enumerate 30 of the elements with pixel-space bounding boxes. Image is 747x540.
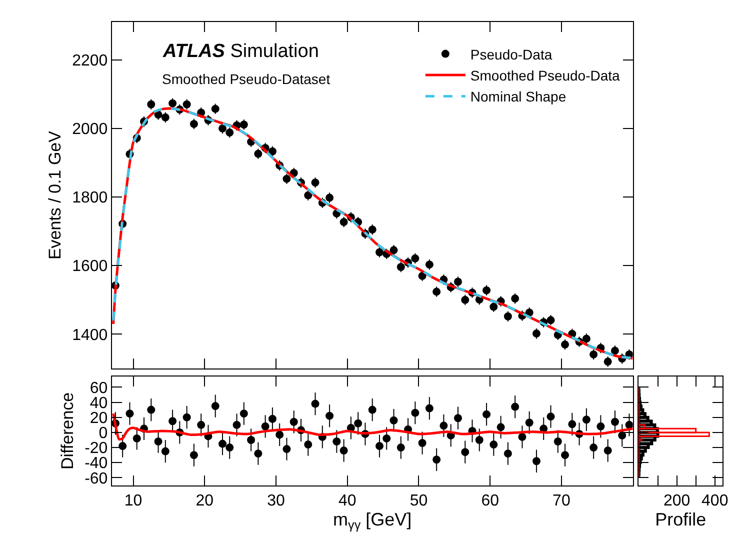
y-tick-label: 1600 — [72, 258, 108, 276]
y-tick-label: 2200 — [72, 52, 108, 70]
y-axis-title: Events / 0.1 GeV — [46, 130, 65, 260]
annotation: Smoothed Pseudo-Dataset — [162, 71, 330, 87]
y-tick-label: 1400 — [72, 326, 108, 344]
x-tick-label: 200 — [663, 492, 690, 510]
x-tick-label: 30 — [267, 492, 286, 510]
y-axis-title: Difference — [58, 392, 78, 470]
x-tick-label: 20 — [196, 492, 214, 510]
x-tick-label: 50 — [410, 492, 428, 510]
x-axis-title: m$_{γγ}$ [GeV] — [333, 509, 412, 532]
x-axis-title: Profile — [655, 509, 706, 530]
x-tick-label: 40 — [338, 492, 356, 510]
x-tick-label: 10 — [124, 492, 142, 510]
x-tick-label: 400 — [702, 492, 728, 510]
y-tick-label: -20 — [84, 440, 108, 458]
y-tick-label: 1800 — [72, 190, 108, 207]
y-tick-label: 0 — [98, 425, 108, 442]
legend-label: Pseudo-Data — [470, 46, 552, 62]
y-tick-label: 2000 — [72, 121, 108, 138]
y-tick-label: -60 — [84, 470, 108, 488]
legend-label: Nominal Shape — [470, 88, 566, 105]
legend-label: Smoothed Pseudo-Data — [470, 67, 620, 84]
x-tick-label: 60 — [481, 492, 500, 510]
y-tick-label: -40 — [84, 455, 108, 472]
y-tick-label: 40 — [90, 394, 108, 412]
x-tick-label: 70 — [552, 492, 570, 510]
annotation: ATLAS Simulation — [162, 41, 319, 62]
y-tick-label: 60 — [90, 380, 108, 397]
y-tick-label: 20 — [90, 410, 108, 427]
